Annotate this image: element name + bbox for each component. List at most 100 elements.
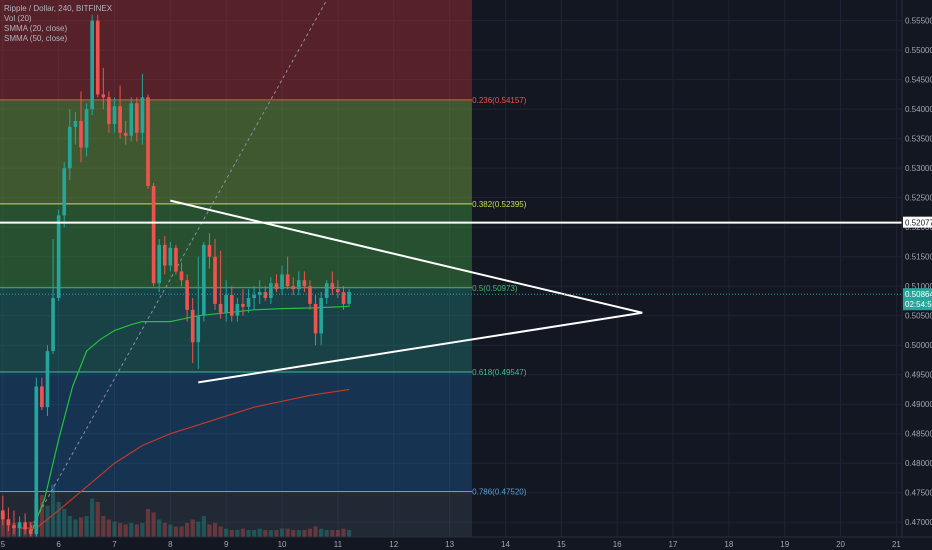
candle[interactable] xyxy=(62,162,67,228)
candle[interactable] xyxy=(319,292,323,346)
indicator-vol[interactable]: Vol (20) xyxy=(4,14,32,23)
price-tick-label: 0.54500 xyxy=(905,76,932,85)
candle[interactable] xyxy=(90,14,94,116)
volume-bar xyxy=(129,523,134,537)
horizontal-line-tag[interactable] xyxy=(903,216,932,228)
candle[interactable] xyxy=(213,238,217,310)
volume-bar xyxy=(45,505,50,537)
candle[interactable] xyxy=(252,286,256,310)
candle[interactable] xyxy=(196,256,201,369)
price-tick-label: 0.48500 xyxy=(905,430,932,439)
candle[interactable] xyxy=(313,295,318,346)
candle-body xyxy=(185,280,189,310)
smma20-line xyxy=(30,305,350,535)
candle[interactable] xyxy=(168,241,173,272)
candle[interactable] xyxy=(34,377,39,537)
candle[interactable] xyxy=(129,97,134,142)
candle[interactable] xyxy=(296,271,301,296)
candle[interactable] xyxy=(12,510,16,535)
candle-body xyxy=(12,525,16,529)
candle[interactable] xyxy=(269,277,273,304)
candle[interactable] xyxy=(285,256,290,290)
candle[interactable] xyxy=(162,236,167,275)
time-tick-label: 20 xyxy=(836,540,845,549)
candle-body xyxy=(224,295,229,313)
symbol-title[interactable]: Ripple / Dollar, 240, BITFINEX xyxy=(4,4,113,13)
candle[interactable] xyxy=(246,289,251,313)
candle[interactable] xyxy=(0,495,5,526)
candle[interactable] xyxy=(263,286,268,301)
candle[interactable] xyxy=(146,94,150,189)
candle-body xyxy=(67,126,72,169)
indicator-smma50[interactable]: SMMA (50, close) xyxy=(4,34,68,43)
candle[interactable] xyxy=(95,14,100,98)
candle[interactable] xyxy=(235,298,240,322)
candle[interactable] xyxy=(229,286,234,322)
candle[interactable] xyxy=(40,377,44,411)
candle[interactable] xyxy=(151,182,156,287)
candle[interactable] xyxy=(330,271,335,296)
fib-label-1: 0.382(0.52395) xyxy=(472,200,527,209)
candle[interactable] xyxy=(140,73,145,145)
candle[interactable] xyxy=(347,289,351,307)
candle[interactable] xyxy=(224,280,229,322)
candle[interactable] xyxy=(123,120,128,145)
candle[interactable] xyxy=(218,250,223,319)
candle-body xyxy=(347,292,351,304)
candle[interactable] xyxy=(257,280,262,304)
triangle-lower-line[interactable] xyxy=(198,311,643,384)
trend-drawings[interactable] xyxy=(0,199,902,384)
candle[interactable] xyxy=(174,244,178,275)
candle[interactable] xyxy=(101,67,106,110)
volume-bar xyxy=(257,528,262,537)
candle-body xyxy=(34,386,39,535)
price-axis[interactable]: 0.55500 0.55000 0.54500 0.54000 0.53500 0.530… xyxy=(901,0,932,550)
candle[interactable] xyxy=(179,262,184,287)
fib-zone-2 xyxy=(0,203,472,288)
candle[interactable] xyxy=(56,209,61,301)
fib-label-2: 0.5(0.50973) xyxy=(472,284,518,293)
candle[interactable] xyxy=(45,345,50,417)
candle[interactable] xyxy=(107,91,111,133)
candle[interactable] xyxy=(280,265,284,296)
candle[interactable] xyxy=(202,241,206,322)
candle[interactable] xyxy=(157,238,161,293)
candle[interactable] xyxy=(185,274,189,322)
candle[interactable] xyxy=(341,286,346,310)
candle[interactable] xyxy=(112,97,117,133)
candle-body xyxy=(56,215,61,299)
candle-body xyxy=(101,94,106,98)
candle[interactable] xyxy=(336,280,340,299)
indicator-smma20[interactable]: SMMA (20, close) xyxy=(4,24,68,33)
candle[interactable] xyxy=(302,271,307,293)
candle-body xyxy=(280,274,284,290)
candle[interactable] xyxy=(308,280,312,310)
candle[interactable] xyxy=(73,112,78,145)
volume-bar xyxy=(313,526,318,537)
candle[interactable] xyxy=(274,274,279,293)
candle[interactable] xyxy=(84,103,89,157)
candle[interactable] xyxy=(241,289,245,316)
candle[interactable] xyxy=(324,280,329,304)
time-tick-label: 19 xyxy=(780,540,789,549)
candle[interactable] xyxy=(6,507,11,532)
candle[interactable] xyxy=(190,298,195,363)
candle[interactable] xyxy=(207,233,212,269)
candle[interactable] xyxy=(118,85,122,139)
candle[interactable] xyxy=(135,97,139,142)
candle[interactable] xyxy=(79,91,83,163)
candle-body xyxy=(40,386,44,408)
triangle-upper-line[interactable] xyxy=(170,199,643,314)
volume-bar xyxy=(117,523,123,537)
candle[interactable] xyxy=(17,516,22,537)
chart-grid xyxy=(0,0,902,537)
candle[interactable] xyxy=(23,513,27,535)
candle[interactable] xyxy=(67,109,72,180)
last-price-tag xyxy=(903,288,932,311)
time-axis[interactable]: 5 6 7 8 9 10 11 12 13 14 15 16 17 18 19 20 21 xyxy=(0,536,932,550)
candle[interactable] xyxy=(51,238,55,355)
candle[interactable] xyxy=(291,277,296,296)
volume-bar xyxy=(151,512,156,537)
candle[interactable] xyxy=(28,522,33,537)
